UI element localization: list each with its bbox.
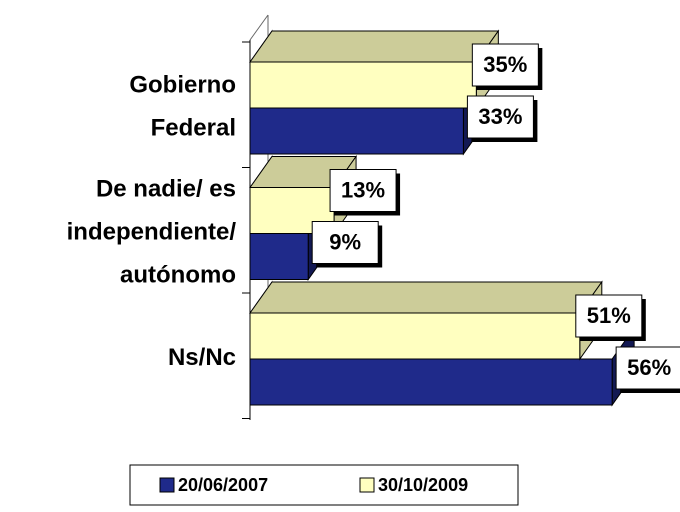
- category-line: independiente/: [67, 219, 237, 246]
- category-label: Ns/Nc: [168, 344, 236, 371]
- category-line: autónomo: [120, 262, 236, 289]
- bar: [249, 61, 477, 109]
- legend-swatch: [359, 477, 375, 493]
- category-line: De nadie/ es: [96, 176, 236, 203]
- legend-box: [129, 464, 519, 506]
- value-label: 33%: [478, 104, 522, 129]
- category-line: Gobierno: [129, 72, 236, 99]
- bar-top: [249, 30, 500, 63]
- wall-edge: [249, 14, 269, 41]
- value-label: 13%: [341, 177, 385, 202]
- value-label: 9%: [329, 229, 361, 254]
- label-box: [311, 221, 379, 264]
- bar-top: [249, 281, 603, 314]
- label-box: [615, 346, 680, 390]
- legend-label: 30/10/2009: [378, 475, 468, 495]
- value-label: 51%: [587, 303, 631, 328]
- bar: [249, 312, 581, 360]
- label-box: [329, 169, 397, 212]
- bar: [249, 358, 613, 406]
- label-box: [575, 294, 643, 338]
- label-box: [471, 43, 539, 87]
- value-label: 56%: [627, 355, 671, 380]
- legend-swatch: [159, 477, 175, 493]
- bar: [249, 233, 309, 280]
- category-line: Ns/Nc: [168, 344, 236, 371]
- category-line: Federal: [151, 115, 236, 142]
- category-label: Gobierno Federal: [129, 72, 236, 142]
- label-box: [466, 95, 534, 139]
- bar: [249, 107, 464, 155]
- legend-label: 20/06/2007: [178, 475, 268, 495]
- category-label: De nadie/ es independiente/autónomo: [67, 176, 237, 289]
- value-label: 35%: [483, 52, 527, 77]
